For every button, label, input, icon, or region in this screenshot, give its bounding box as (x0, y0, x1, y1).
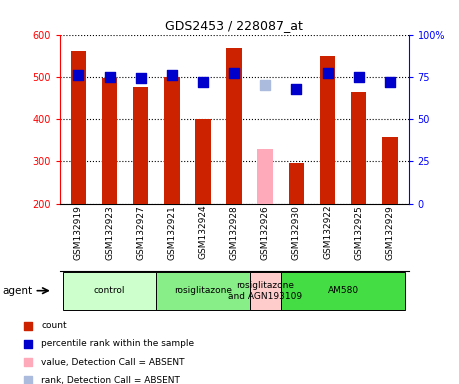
Text: value, Detection Call = ABSENT: value, Detection Call = ABSENT (41, 358, 185, 367)
Text: GSM132928: GSM132928 (230, 205, 239, 260)
Bar (102, 78, 118, 204)
Bar (257, 149, 273, 204)
Bar (289, 163, 304, 204)
Text: count: count (41, 321, 67, 330)
Text: rosiglitazone: rosiglitazone (174, 286, 232, 295)
Text: GSM132924: GSM132924 (198, 205, 207, 260)
Bar (164, 77, 179, 204)
Bar (133, 88, 148, 204)
Text: GSM132919: GSM132919 (74, 205, 83, 260)
Text: GSM132926: GSM132926 (261, 205, 270, 260)
Point (168, 72, 175, 78)
Text: GSM132929: GSM132929 (385, 205, 394, 260)
Text: agent: agent (2, 286, 33, 296)
Bar (226, 48, 242, 204)
Point (293, 86, 300, 92)
Title: GDS2453 / 228087_at: GDS2453 / 228087_at (165, 19, 303, 32)
Text: GSM132921: GSM132921 (167, 205, 176, 260)
Point (24, 377, 31, 383)
Point (199, 79, 207, 85)
Bar (71, 51, 86, 204)
Point (24, 341, 31, 347)
FancyBboxPatch shape (156, 271, 250, 310)
Text: rank, Detection Call = ABSENT: rank, Detection Call = ABSENT (41, 376, 180, 384)
Text: rosiglitazone
and AGN193109: rosiglitazone and AGN193109 (228, 281, 302, 301)
Text: GSM132923: GSM132923 (105, 205, 114, 260)
Text: GSM132930: GSM132930 (292, 205, 301, 260)
Bar (382, 137, 397, 204)
Point (386, 79, 393, 85)
Text: GSM132925: GSM132925 (354, 205, 363, 260)
Point (137, 75, 144, 81)
Point (324, 70, 331, 76)
Point (230, 70, 238, 76)
Point (106, 74, 113, 80)
Bar (195, 119, 211, 204)
FancyBboxPatch shape (281, 271, 405, 310)
Bar (320, 56, 336, 204)
Text: control: control (94, 286, 125, 295)
Text: AM580: AM580 (328, 286, 358, 295)
Text: GSM132927: GSM132927 (136, 205, 145, 260)
Point (262, 82, 269, 88)
Text: GSM132922: GSM132922 (323, 205, 332, 260)
Bar (351, 92, 366, 204)
Point (24, 359, 31, 365)
FancyBboxPatch shape (63, 271, 156, 310)
Point (355, 74, 362, 80)
Point (24, 323, 31, 329)
Point (75, 72, 82, 78)
Text: percentile rank within the sample: percentile rank within the sample (41, 339, 195, 348)
FancyBboxPatch shape (250, 271, 281, 310)
